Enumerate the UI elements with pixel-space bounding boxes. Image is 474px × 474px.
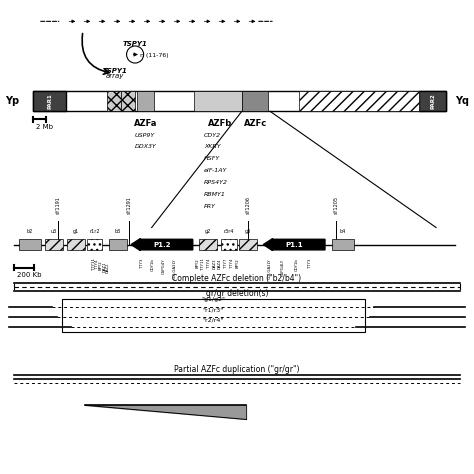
Text: CDY1b: CDY1b <box>151 258 155 271</box>
Text: DAZ3: DAZ3 <box>212 258 216 269</box>
Text: PRY: PRY <box>204 204 216 209</box>
Bar <box>33 91 446 111</box>
Bar <box>33 91 66 111</box>
FancyArrow shape <box>131 238 193 251</box>
Text: XKRY: XKRY <box>204 145 220 149</box>
Text: sY1291: sY1291 <box>127 196 131 214</box>
Bar <box>67 239 85 250</box>
Text: TTY11: TTY11 <box>91 258 96 270</box>
Text: BPY2: BPY2 <box>195 258 199 268</box>
Text: sY1206: sY1206 <box>246 196 250 214</box>
Text: "r2/r4": "r2/r4" <box>202 317 224 322</box>
Polygon shape <box>85 405 246 419</box>
Text: array: array <box>106 73 124 79</box>
Bar <box>419 91 446 111</box>
Bar <box>239 239 257 250</box>
Text: u3: u3 <box>51 229 57 234</box>
Text: TSPY1: TSPY1 <box>123 41 147 47</box>
Text: 200 Kb: 200 Kb <box>17 272 41 278</box>
Text: DAZ1: DAZ1 <box>102 261 106 272</box>
Bar <box>18 239 41 250</box>
Text: HSFY: HSFY <box>204 156 220 161</box>
Text: PAR2: PAR2 <box>430 93 435 109</box>
Text: CDY1b: CDY1b <box>294 258 298 271</box>
Bar <box>332 239 354 250</box>
Text: g2: g2 <box>205 229 211 234</box>
Text: b4: b4 <box>339 229 346 234</box>
Bar <box>109 239 127 250</box>
Bar <box>137 91 154 111</box>
Text: Yp: Yp <box>5 96 19 107</box>
Text: AZFa: AZFa <box>134 119 158 128</box>
Text: RPS4Y2: RPS4Y2 <box>204 180 228 185</box>
Text: TTY3: TTY3 <box>140 258 144 268</box>
Text: Yq: Yq <box>455 96 469 107</box>
Text: TTY11: TTY11 <box>201 258 205 270</box>
FancyArrow shape <box>263 238 325 251</box>
Text: TSPY1: TSPY1 <box>103 68 128 74</box>
Text: TTY4: TTY4 <box>95 259 99 269</box>
Bar <box>45 239 63 250</box>
Text: Partial AZFc duplication ("gr/gr"): Partial AZFc duplication ("gr/gr") <box>174 365 300 374</box>
Text: eIF-1AY: eIF-1AY <box>204 168 227 173</box>
Text: GOLGA2LY: GOLGA2LY <box>268 258 272 279</box>
Text: CSPG4LY: CSPG4LY <box>281 258 285 275</box>
Bar <box>194 91 242 111</box>
Text: TTY7: TTY7 <box>224 258 228 268</box>
Text: Complete AZFc deletion ("b2/b4"): Complete AZFc deletion ("b2/b4") <box>173 274 301 283</box>
Bar <box>62 299 365 332</box>
Text: sY1191: sY1191 <box>56 196 61 214</box>
Text: P1.2: P1.2 <box>153 242 171 247</box>
Text: PAR1: PAR1 <box>47 93 52 109</box>
Text: TTY3: TTY3 <box>308 258 311 268</box>
Text: CSPG4Y: CSPG4Y <box>162 258 166 274</box>
Bar <box>200 239 217 250</box>
Text: r3r4: r3r4 <box>224 229 234 234</box>
Text: sY1205: sY1205 <box>334 196 338 214</box>
Text: b2: b2 <box>27 229 33 234</box>
Bar <box>221 239 237 250</box>
Bar <box>121 91 135 111</box>
Text: r1r2: r1r2 <box>90 229 100 234</box>
Text: CDY2: CDY2 <box>204 133 221 137</box>
Text: RBMY1: RBMY1 <box>204 192 226 197</box>
Text: DDX3Y: DDX3Y <box>135 145 157 149</box>
Text: n (11-76): n (11-76) <box>140 54 168 58</box>
Text: b3: b3 <box>115 229 121 234</box>
Text: DAZ4: DAZ4 <box>218 258 222 269</box>
Bar <box>107 91 121 111</box>
Text: "r1/r3": "r1/r3" <box>203 307 224 312</box>
Text: AZFb: AZFb <box>208 119 233 128</box>
Text: BPY2: BPY2 <box>235 258 239 268</box>
Text: P1.1: P1.1 <box>285 242 303 247</box>
Text: g3: g3 <box>245 229 251 234</box>
Text: g1: g1 <box>73 229 79 234</box>
Text: USP9Y: USP9Y <box>135 133 155 137</box>
Text: TTY4: TTY4 <box>229 258 234 268</box>
Text: "g1/g2": "g1/g2" <box>201 297 225 302</box>
Text: GOLGA2LY: GOLGA2LY <box>173 258 177 279</box>
Text: gr/gr deletion(s): gr/gr deletion(s) <box>206 290 268 298</box>
Bar <box>242 91 268 111</box>
Text: DAZ2: DAZ2 <box>106 262 109 273</box>
Text: BPY2: BPY2 <box>99 260 102 270</box>
Text: TTY4: TTY4 <box>207 258 210 268</box>
Text: 2 Mb: 2 Mb <box>36 124 53 129</box>
Bar <box>299 91 419 111</box>
Bar <box>87 239 102 250</box>
Text: AZFc: AZFc <box>244 119 268 128</box>
